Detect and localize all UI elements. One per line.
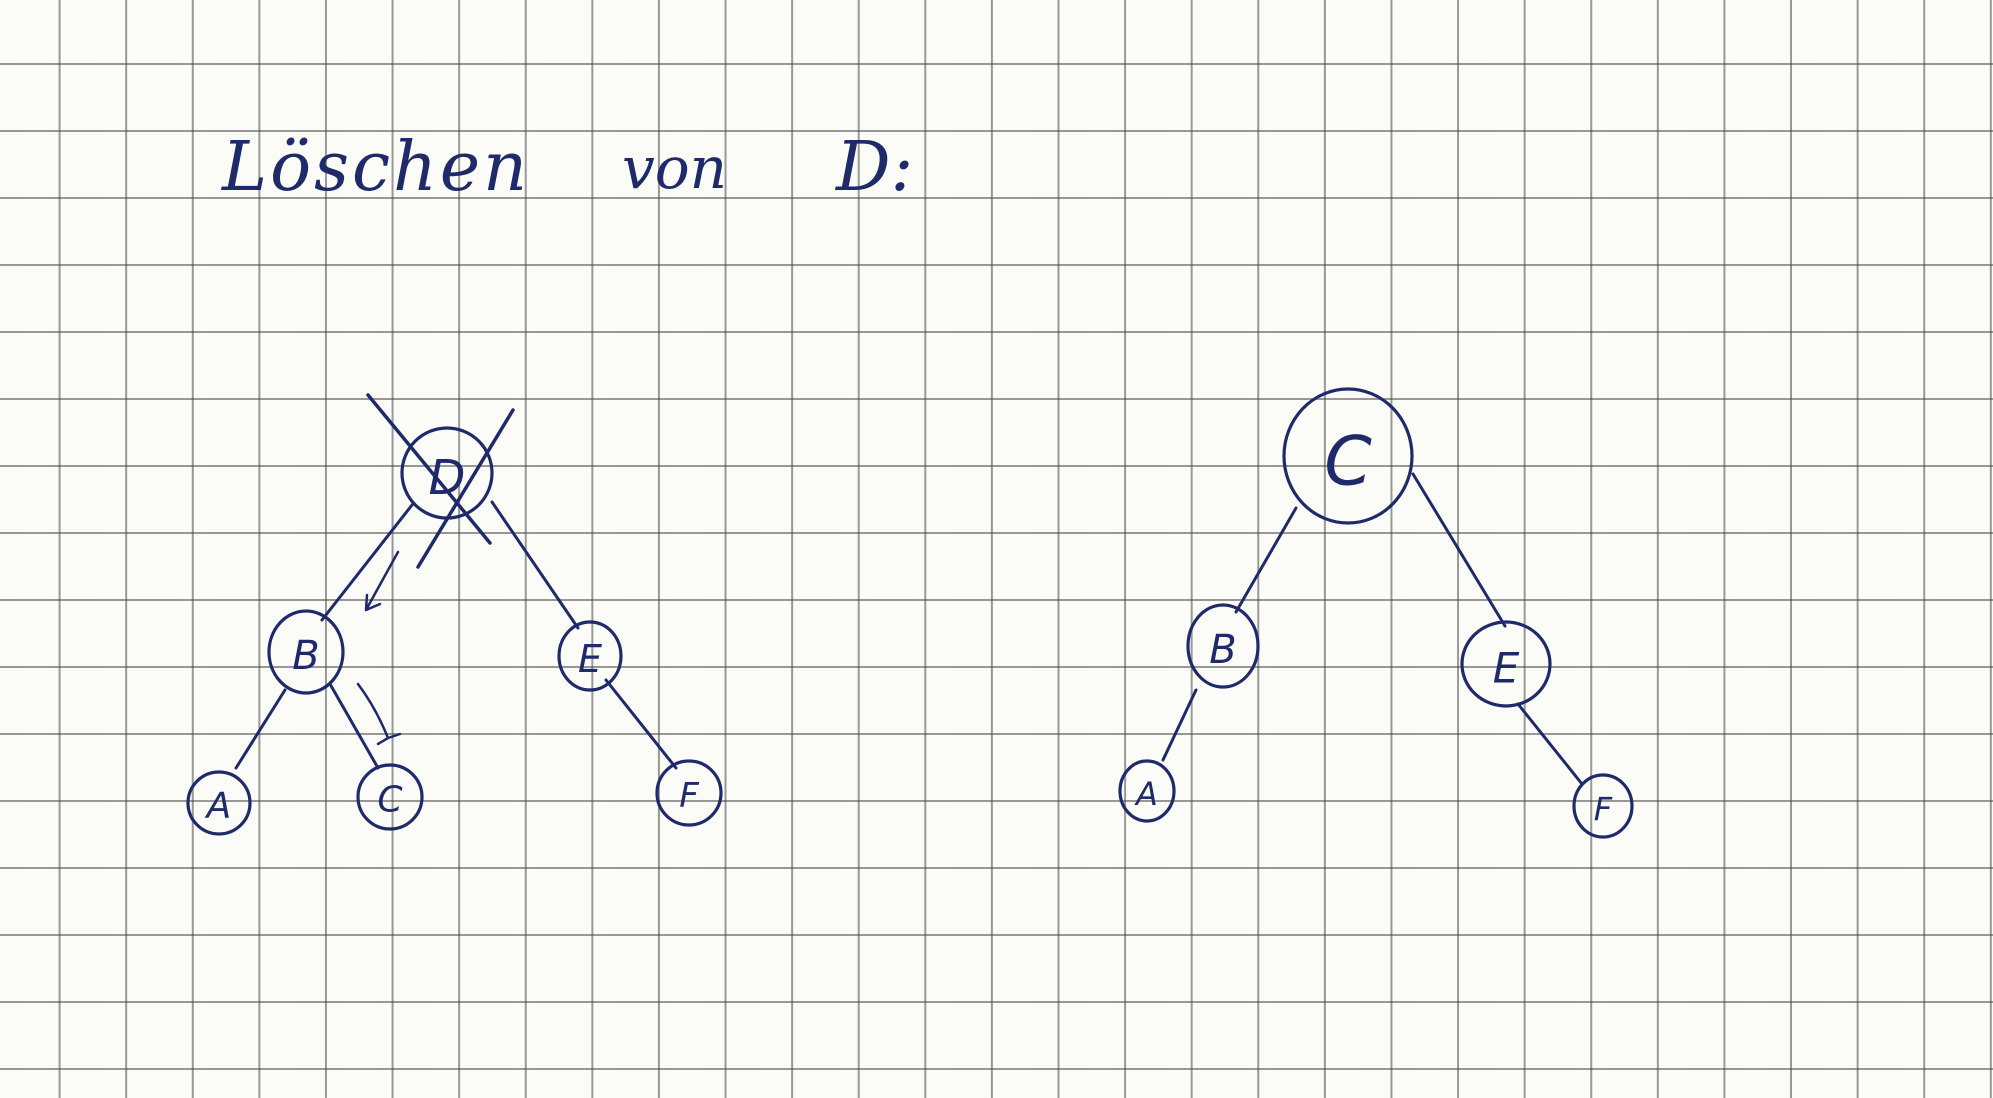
heading-word-von: von [622,134,728,202]
edge-before-b-a [234,688,287,770]
edge-after-c-b [1234,506,1298,614]
edge-after-e-f [1516,702,1584,786]
arrow-b-to-c-icon [356,682,402,746]
node-after-b: B [1186,603,1260,689]
edge-before-d-e [490,500,580,630]
edge-before-b-c [328,682,380,770]
node-before-c: C [356,763,424,831]
edge-after-b-a [1161,688,1198,762]
node-before-e-label: E [578,637,602,681]
node-after-b-label: B [1209,627,1236,673]
node-after-a-label: A [1134,775,1158,813]
node-before-b: B [267,609,345,695]
edge-after-c-e [1411,472,1507,628]
node-after-f: F [1572,773,1634,839]
node-before-e: E [557,620,623,692]
node-before-b-label: B [292,633,319,679]
heading-word-d: D: [836,128,914,207]
heading-word-loeschen: Löschen [222,128,530,207]
tree-after: C B E A F [1118,387,1634,839]
deleted-cross-mark [366,393,515,569]
node-before-f: F [655,759,723,827]
arrow-d-to-b-icon [364,550,400,612]
edge-before-e-f [604,678,678,770]
node-after-e-label: E [1493,644,1520,693]
node-before-f-label: F [679,776,699,816]
node-before-d: D [400,426,494,520]
edge-before-d-b [320,503,414,622]
node-before-a: A [186,770,252,836]
node-after-e: E [1460,620,1552,708]
node-after-c: C [1282,387,1414,525]
node-after-f-label: F [1594,790,1613,828]
node-before-a-label: A [205,786,232,827]
tree-before: D B E A C F [186,393,723,836]
node-after-c-label: C [1324,423,1372,502]
node-after-a: A [1118,759,1176,823]
node-before-c-label: C [377,780,403,821]
